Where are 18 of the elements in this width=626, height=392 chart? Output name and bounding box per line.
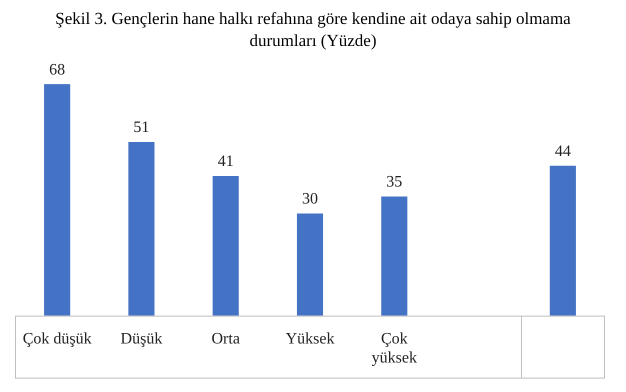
- x-tick-label: Çok yüksek: [372, 330, 417, 367]
- data-label: 35: [386, 174, 402, 191]
- bar: [381, 196, 408, 316]
- bar: [44, 84, 70, 316]
- bar: [212, 176, 239, 316]
- data-label: 41: [218, 153, 234, 170]
- data-label: 44: [554, 143, 571, 160]
- data-label: 30: [302, 190, 318, 208]
- x-tick-label: Yüksek: [286, 330, 334, 348]
- chart-title: Şekil 3. Gençlerin hane halkı refahına göre kendine ait odaya sahip olmama durumları (Yüzde): [54, 8, 572, 52]
- bar: [550, 166, 576, 316]
- x-tick-label: Düşük: [120, 330, 162, 348]
- data-label: 51: [133, 119, 150, 136]
- bar: [296, 213, 324, 316]
- x-tick-label: Çok düşük: [22, 330, 92, 348]
- data-label: 68: [49, 61, 66, 78]
- bar: [128, 142, 154, 316]
- x-tick-label: Orta: [211, 330, 240, 348]
